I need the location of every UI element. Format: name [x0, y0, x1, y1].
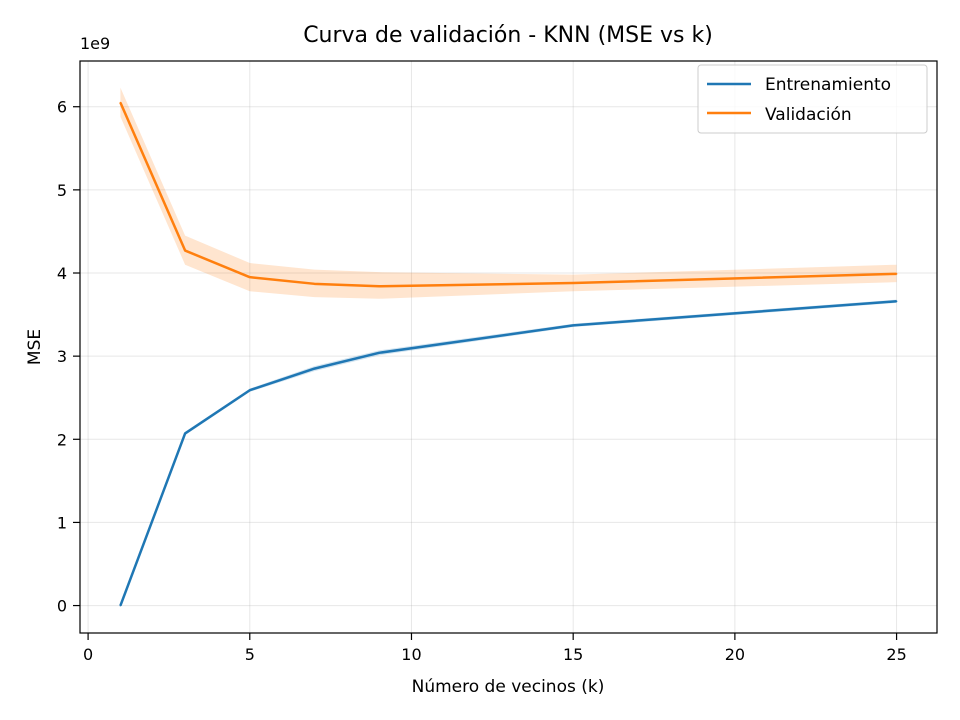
data-point-validacion [119, 101, 122, 104]
x-tick-label: 0 [83, 645, 93, 664]
y-tick-label: 3 [57, 347, 67, 366]
x-axis-label: Número de vecinos (k) [412, 677, 605, 697]
x-tick-label: 10 [401, 645, 421, 664]
y-tick-label: 6 [57, 98, 67, 117]
y-tick-label: 2 [57, 430, 67, 449]
data-point-validacion [313, 283, 316, 285]
x-axis-ticks: 0 5 10 15 20 25 [83, 633, 907, 664]
x-tick-label: 5 [245, 645, 255, 664]
y-tick-label: 1 [57, 513, 67, 532]
band-validacion [120, 87, 897, 299]
x-tick-label: 20 [725, 645, 745, 664]
y-axis-ticks: 0 1 2 3 4 5 6 [57, 98, 80, 616]
legend-label-validacion: Validación [765, 105, 852, 125]
legend: Entrenamiento Validación [697, 64, 928, 134]
data-point-validacion [248, 276, 251, 278]
data-point-validacion [572, 282, 574, 284]
legend-box [697, 64, 928, 134]
x-tick-label: 15 [563, 645, 583, 664]
chart-title: Curva de validación - KNN (MSE vs k) [303, 23, 713, 48]
data-point-entrenamiento [184, 432, 186, 435]
data-point-validacion [184, 249, 186, 252]
data-point-entrenamiento [313, 367, 316, 370]
data-point-entrenamiento [572, 324, 574, 327]
x-tick-label: 25 [886, 645, 906, 664]
data-point-entrenamiento [119, 604, 122, 607]
data-point-entrenamiento [248, 389, 251, 392]
legend-label-entrenamiento: Entrenamiento [765, 75, 891, 95]
data-point-entrenamiento [895, 300, 898, 303]
y-tick-label: 4 [57, 264, 67, 283]
data-point-validacion [895, 273, 898, 275]
data-point-validacion [378, 285, 380, 288]
confidence-bands [120, 87, 897, 606]
series-lines [119, 101, 898, 607]
y-offset-label: 1e9 [80, 34, 110, 53]
data-point-entrenamiento [378, 352, 380, 354]
y-tick-label: 0 [57, 597, 67, 616]
plot-frame [79, 60, 938, 634]
y-tick-label: 5 [57, 181, 67, 200]
y-axis-label: MSE [25, 329, 45, 365]
